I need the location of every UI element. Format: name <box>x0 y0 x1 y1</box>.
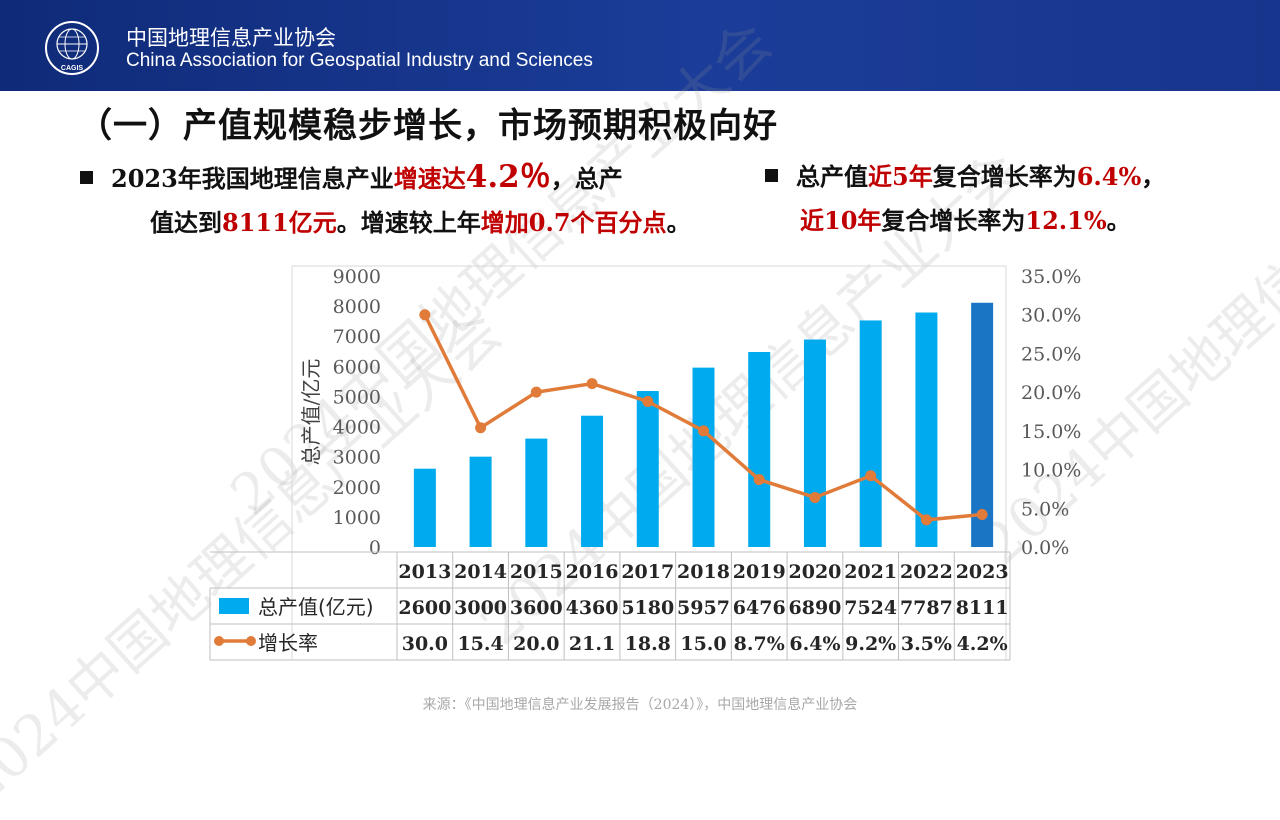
x-tick-label: 2022 <box>900 561 953 583</box>
growth-point-2018 <box>698 425 709 437</box>
x-tick-label: 2017 <box>621 561 674 583</box>
growth-data-label: 30.0 <box>402 633 448 655</box>
y2-tick-label: 15.0% <box>1021 421 1081 443</box>
bar-2013 <box>413 468 436 547</box>
y-tick-label: 2000 <box>333 477 381 499</box>
bar-data-label: 3600 <box>510 597 563 619</box>
y-tick-label: 1000 <box>333 507 381 529</box>
bar-data-label: 3000 <box>454 597 507 619</box>
y2-tick-label: 0.0% <box>1021 537 1069 559</box>
bullet-square-icon <box>80 171 93 184</box>
y2-tick-label: 30.0% <box>1021 305 1081 327</box>
bar-data-label: 6890 <box>789 597 842 619</box>
y-tick-label: 9000 <box>333 266 381 288</box>
legend-bar-label: 总产值(亿元) <box>258 595 374 619</box>
bar-data-label: 4360 <box>566 597 619 619</box>
bar-2020 <box>803 339 826 547</box>
y-tick-label: 5000 <box>333 386 381 408</box>
org-name-cn: 中国地理信息产业协会 <box>126 26 336 50</box>
bar-data-label: 6476 <box>733 597 786 619</box>
bar-data-label: 7787 <box>900 597 953 619</box>
bar-data-label: 7524 <box>844 597 897 619</box>
x-tick-label: 2020 <box>789 561 842 583</box>
growth-point-2023 <box>976 508 988 520</box>
growth-point-2020 <box>809 491 821 503</box>
y-tick-label: 3000 <box>333 447 381 469</box>
bar-2017 <box>636 391 659 547</box>
bar-2022 <box>915 312 938 547</box>
bar-data-label: 5957 <box>677 597 730 619</box>
growth-point-2019 <box>753 474 765 486</box>
legend-line-marker <box>246 636 256 646</box>
y-tick-label: 8000 <box>333 296 381 318</box>
bullet-growth: 2023年我国地理信息产业增速达4.2％，总产 值达到8111亿元。增速较上年增… <box>80 155 740 245</box>
header-bar: CAGIS 中国地理信息产业协会 China Association for G… <box>0 0 1280 91</box>
growth-point-2022 <box>920 514 932 526</box>
bar-data-label: 2600 <box>398 597 451 619</box>
growth-data-label: 9.2% <box>845 633 896 655</box>
growth-point-2017 <box>642 395 654 407</box>
legend-line-marker <box>214 636 224 646</box>
growth-point-2013 <box>419 309 431 321</box>
bar-2014 <box>469 456 492 547</box>
legend-line-label: 增长率 <box>258 631 318 655</box>
y2-tick-label: 35.0% <box>1021 266 1081 288</box>
bullet-square-icon <box>765 169 778 182</box>
growth-point-2016 <box>586 378 598 390</box>
bullet-cagr: 总产值近5年复合增长率为6.4%， 近10年复合增长率为12.1%。 <box>765 155 1245 243</box>
y-tick-label: 6000 <box>333 356 381 378</box>
growth-data-label: 6.4% <box>789 633 840 655</box>
bar-2018 <box>692 367 715 547</box>
source-note: 来源：《中国地理信息产业发展报告（2024）》，中国地理信息产业协会 <box>422 697 858 713</box>
cagis-logo: CAGIS <box>45 21 99 75</box>
x-tick-label: 2019 <box>733 561 786 583</box>
x-tick-label: 2015 <box>510 561 563 583</box>
y2-tick-label: 20.0% <box>1021 382 1081 404</box>
page-title: （一）产值规模稳步增长，市场预期积极向好 <box>78 106 778 146</box>
growth-data-label: 21.1 <box>569 633 615 655</box>
legend-bar-key <box>219 598 249 614</box>
bar-2021 <box>859 320 882 547</box>
x-tick-label: 2014 <box>454 561 507 583</box>
y2-tick-label: 5.0% <box>1021 498 1069 520</box>
growth-point-2014 <box>475 422 487 434</box>
y2-tick-label: 25.0% <box>1021 343 1081 365</box>
growth-data-label: 15.4 <box>457 633 503 655</box>
growth-data-label: 20.0 <box>513 633 559 655</box>
growth-data-label: 3.5% <box>901 633 952 655</box>
x-tick-label: 2018 <box>677 561 730 583</box>
svg-text:CAGIS: CAGIS <box>61 65 84 72</box>
x-tick-label: 2021 <box>844 561 897 583</box>
bar-data-label: 8111 <box>956 597 1009 619</box>
x-tick-label: 2013 <box>398 561 451 583</box>
growth-data-label: 4.2% <box>957 633 1008 655</box>
bar-2023 <box>971 302 994 547</box>
bar-data-label: 5180 <box>621 597 674 619</box>
growth-point-2021 <box>865 470 877 482</box>
bar-2019 <box>748 352 771 547</box>
growth-point-2015 <box>530 386 542 398</box>
x-tick-label: 2016 <box>566 561 619 583</box>
bar-2015 <box>525 438 548 547</box>
output-growth-chart: 0 1000 2000 3000 4000 5000 6000 7000 8000 9000 0.0… <box>209 265 1081 661</box>
y-tick-label: 4000 <box>333 417 381 439</box>
org-name-en: China Association for Geospatial Industr… <box>126 50 593 71</box>
bar-2016 <box>581 415 604 547</box>
y2-tick-label: 10.0% <box>1021 460 1081 482</box>
growth-data-label: 18.8 <box>625 633 671 655</box>
y-tick-label: 7000 <box>333 326 381 348</box>
y-tick-label: 0 <box>369 537 381 559</box>
growth-data-label: 15.0 <box>680 633 726 655</box>
x-tick-label: 2023 <box>956 561 1009 583</box>
growth-data-label: 8.7% <box>734 633 785 655</box>
y-axis-label: 总产值/亿元 <box>299 359 323 466</box>
